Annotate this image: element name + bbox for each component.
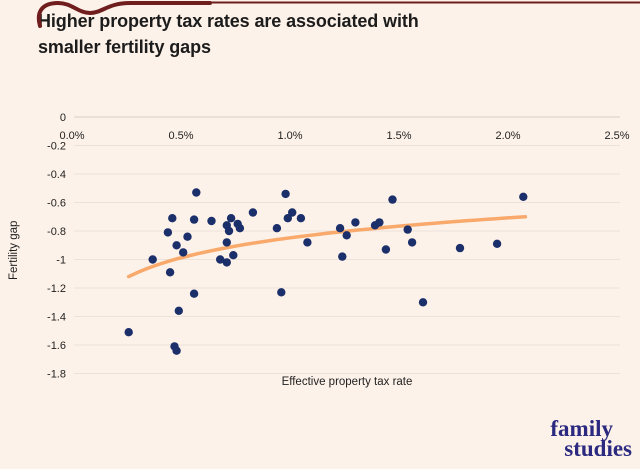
data-point [407, 238, 417, 247]
data-points-group [124, 188, 528, 355]
data-point [351, 218, 360, 227]
x-tick-label: 2.0% [495, 130, 520, 142]
data-point [272, 224, 282, 233]
x-tick-label: 1.5% [386, 130, 411, 142]
y-tick-label: -1.2 [47, 283, 66, 295]
y-tick-label: -0.8 [47, 226, 66, 238]
data-point [338, 252, 347, 261]
y-tick-label: -0.4 [47, 169, 66, 181]
data-point [277, 288, 286, 297]
data-point [403, 225, 412, 234]
data-point [192, 188, 201, 197]
chart-title-line1: Higher property tax rates are associated… [38, 11, 419, 31]
y-tick-label: -1.4 [47, 312, 66, 324]
data-point [281, 189, 290, 199]
y-tick-label: -0.6 [47, 198, 66, 210]
data-point [303, 238, 312, 247]
data-point [207, 216, 216, 226]
x-axis-title: Effective property tax rate [281, 376, 413, 388]
data-point [189, 215, 199, 224]
data-point [183, 232, 192, 241]
gridlines-group [74, 116, 620, 374]
data-point [148, 255, 157, 264]
y-axis-title: Fertility gap [8, 220, 20, 280]
logo-line-family: family [550, 416, 613, 441]
data-point [222, 238, 231, 247]
red-ink-annotation [36, 0, 640, 28]
data-point [342, 231, 351, 240]
y-tick-label: -1.6 [47, 340, 66, 352]
data-point [216, 255, 225, 264]
chart-title-line2: smaller fertility gaps [38, 37, 211, 57]
x-tick-label: 0.0% [59, 130, 84, 142]
x-tick-label: 0.5% [168, 130, 193, 142]
data-point [235, 224, 245, 233]
y-tick-label: -1 [56, 255, 66, 267]
red-scribble-wave [36, 0, 212, 28]
data-point [335, 224, 345, 233]
data-point [222, 258, 231, 267]
data-point [418, 298, 428, 307]
data-point [492, 239, 502, 248]
data-point [189, 289, 199, 298]
x-tick-label: 1.0% [277, 130, 302, 142]
data-point [172, 241, 181, 250]
y-tick-label: -1.8 [47, 369, 66, 381]
data-point [388, 195, 397, 204]
tick-labels-group: 0 -0.2 -0.4 -0.6 -0.8 -1 -1.2 -1.4 -1.6 -1.8 0.0% 0… [47, 112, 630, 381]
data-point [172, 346, 181, 355]
data-point [229, 251, 238, 260]
data-point [381, 245, 391, 254]
data-point [124, 328, 133, 337]
data-point [519, 192, 528, 201]
data-point [174, 306, 183, 315]
data-point [455, 243, 465, 253]
trend-line [126, 215, 528, 279]
data-point [165, 268, 175, 277]
family-studies-logo: family studies [550, 416, 632, 461]
data-point [296, 214, 306, 223]
logo-line-studies: studies [564, 436, 632, 461]
data-point [179, 248, 188, 257]
data-point [288, 208, 297, 217]
data-point [168, 214, 177, 223]
data-point [248, 208, 258, 217]
chart-title: Higher property tax rates are associated… [38, 8, 419, 60]
x-tick-label: 2.5% [604, 130, 629, 142]
data-point [163, 228, 173, 237]
data-point [224, 226, 234, 236]
y-tick-label: 0 [60, 112, 66, 124]
data-point [375, 218, 384, 227]
data-point [283, 214, 292, 223]
data-point [226, 214, 236, 223]
y-tick-label: -0.2 [47, 141, 66, 153]
